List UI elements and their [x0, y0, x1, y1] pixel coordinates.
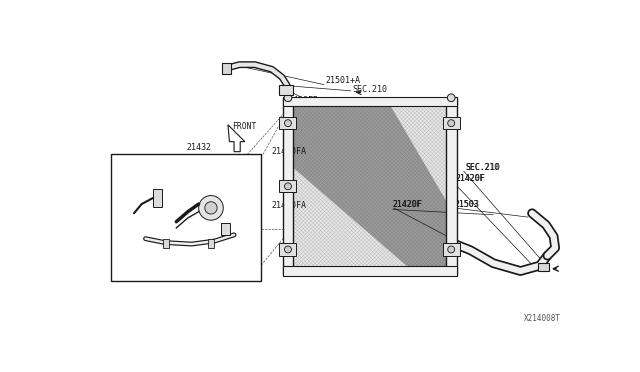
Text: 21420F: 21420F [393, 201, 422, 209]
Text: 21420F: 21420F [393, 201, 422, 209]
Bar [280, 117, 296, 129]
Circle shape [448, 120, 454, 126]
Bar [111, 154, 261, 281]
Polygon shape [288, 102, 451, 271]
Circle shape [285, 120, 291, 126]
Bar [283, 98, 293, 275]
Bar [280, 86, 293, 95]
Text: 21410FA: 21410FA [272, 147, 307, 155]
Bar [443, 243, 460, 256]
Bar [221, 63, 231, 74]
Text: 21410F: 21410F [122, 231, 152, 240]
Circle shape [198, 196, 223, 220]
Text: 21420G: 21420G [128, 162, 158, 171]
Bar [283, 97, 456, 106]
Bar [443, 117, 460, 129]
Circle shape [447, 94, 455, 102]
Text: 21503: 21503 [454, 201, 479, 209]
Bar [208, 239, 214, 248]
Bar [446, 98, 456, 275]
Text: FRONT: FRONT [232, 122, 256, 131]
Text: 21420F: 21420F [455, 174, 484, 183]
Text: 21503: 21503 [454, 201, 479, 209]
Circle shape [285, 246, 291, 253]
Text: 21420F: 21420F [455, 174, 485, 183]
Text: 21420FB: 21420FB [284, 96, 318, 105]
Text: 21420FA: 21420FA [272, 201, 307, 210]
Bar [163, 239, 170, 248]
Circle shape [205, 202, 217, 214]
Text: SEC.210: SEC.210 [353, 85, 388, 94]
Text: 21432: 21432 [186, 144, 211, 153]
Bar [280, 243, 296, 256]
Text: 21501: 21501 [132, 178, 157, 187]
Bar [221, 222, 230, 235]
Bar [153, 189, 163, 207]
Text: X214008T: X214008T [524, 314, 561, 323]
Circle shape [284, 94, 292, 102]
Circle shape [448, 246, 454, 253]
Text: SEC.210: SEC.210 [465, 163, 500, 173]
Polygon shape [228, 125, 245, 152]
Bar [280, 180, 296, 192]
Text: 21501+A: 21501+A [326, 76, 361, 85]
Text: 21410AA: 21410AA [134, 241, 169, 250]
Bar [538, 263, 549, 271]
Circle shape [285, 183, 291, 190]
Text: SEC.210: SEC.210 [465, 163, 499, 173]
Bar [283, 266, 456, 276]
Bar [288, 102, 451, 271]
